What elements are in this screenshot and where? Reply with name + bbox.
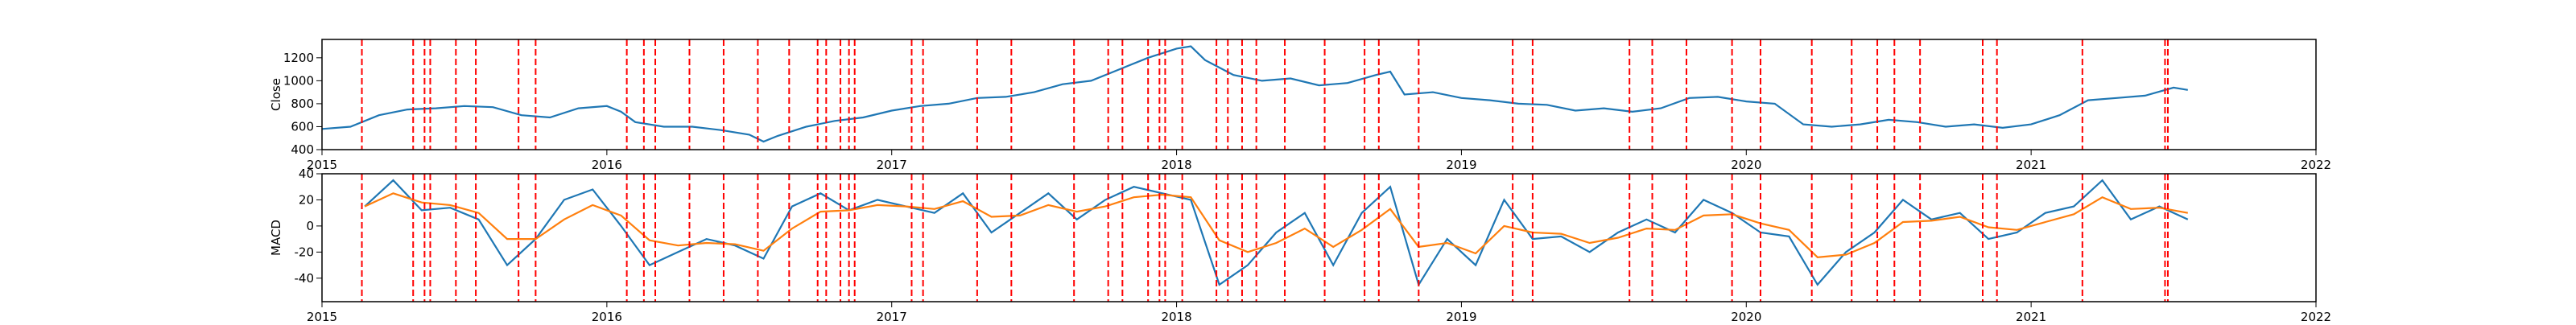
x-tick-label: 2022 [2301,158,2331,172]
y-axis-label: Close [269,78,283,111]
axes-frame [321,173,2317,302]
series-line [321,45,2188,143]
y-tick-label: 1200 [283,51,314,65]
axes-frame [321,39,2317,150]
x-tick-label: 2017 [877,158,907,172]
x-tick-label: 2018 [1161,158,1191,172]
y-tick-label: 40 [299,167,314,181]
series-line [364,192,2188,258]
x-tick-label: 2017 [877,310,907,322]
x-tick-label: 2018 [1161,310,1191,322]
x-tick-label: 2021 [2016,310,2046,322]
x-tick-label: 2020 [1731,310,1761,322]
y-tick-label: 600 [291,119,314,134]
x-tick-label: 2020 [1731,158,1761,172]
y-tick-label: 1000 [283,73,314,88]
x-tick-label: 2015 [307,310,337,322]
y-tick-label: 400 [291,142,314,157]
y-tick-label: -20 [295,245,315,259]
y-tick-label: 20 [299,192,314,207]
x-tick-label: 2016 [592,158,622,172]
x-tick-label: 2022 [2301,310,2331,322]
x-tick-label: 2015 [307,158,337,172]
x-tick-label: 2021 [2016,158,2046,172]
y-axis-label: MACD [269,220,283,256]
y-tick-label: 800 [291,97,314,111]
x-tick-label: 2019 [1446,310,1476,322]
x-tick-label: 2019 [1446,158,1476,172]
y-tick-label: 0 [306,219,314,233]
x-tick-label: 2016 [592,310,622,322]
series-line [364,179,2189,287]
y-tick-label: -40 [295,271,315,286]
